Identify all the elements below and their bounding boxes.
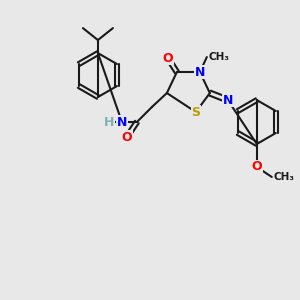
Text: H: H (104, 116, 114, 128)
Text: O: O (251, 160, 262, 173)
Text: CH₃: CH₃ (209, 52, 230, 62)
Text: O: O (122, 130, 132, 143)
Text: O: O (163, 52, 173, 64)
Text: S: S (191, 106, 200, 118)
Text: N: N (195, 66, 205, 79)
Text: N: N (223, 94, 233, 106)
Text: N: N (117, 116, 127, 128)
Text: CH₃: CH₃ (274, 172, 295, 182)
